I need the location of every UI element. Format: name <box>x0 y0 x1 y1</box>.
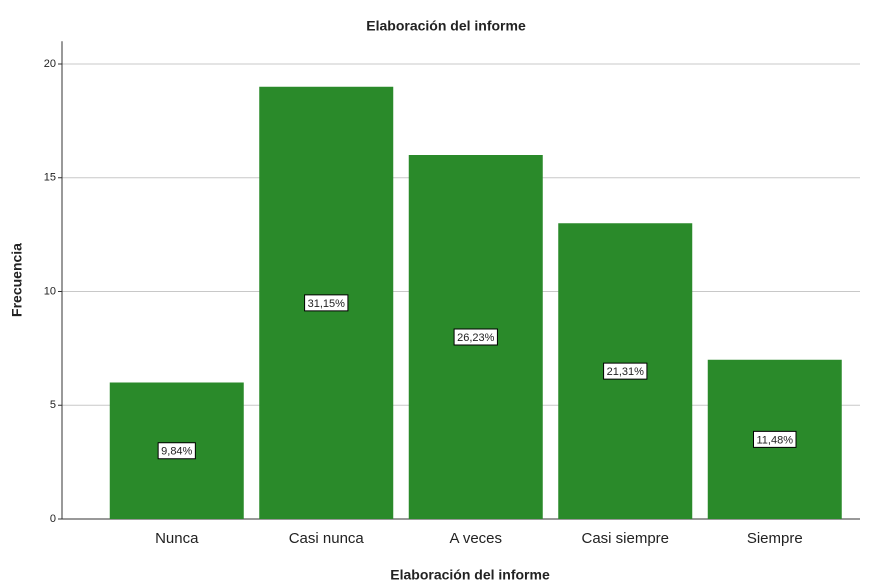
x-tick-label: Casi siempre <box>581 530 669 547</box>
percent-label-box <box>603 362 648 380</box>
percent-label: 31,15% <box>308 298 346 310</box>
chart-title: Elaboración del informe <box>366 18 526 34</box>
x-tick-label: Nunca <box>155 530 199 547</box>
y-tick-label: 0 <box>50 513 56 525</box>
x-axis-title: Elaboración del informe <box>390 567 550 583</box>
percent-label-box <box>157 442 196 460</box>
percent-label: 26,23% <box>457 332 495 344</box>
y-tick-label: 15 <box>44 172 56 184</box>
x-tick-label: Casi nunca <box>289 530 365 547</box>
x-tick-label: Siempre <box>747 530 803 547</box>
y-axis-title: Frecuencia <box>9 243 25 317</box>
y-tick-label: 5 <box>50 399 56 411</box>
percent-label: 9,84% <box>161 446 192 458</box>
percent-label: 11,48% <box>757 434 794 446</box>
percent-label-box <box>753 430 797 448</box>
y-tick-label: 20 <box>44 58 56 70</box>
x-tick-label: A veces <box>449 530 502 547</box>
y-tick-label: 10 <box>44 285 56 297</box>
percent-label-box <box>304 294 349 312</box>
percent-label-box <box>453 328 498 346</box>
percent-label: 21,31% <box>607 366 645 378</box>
